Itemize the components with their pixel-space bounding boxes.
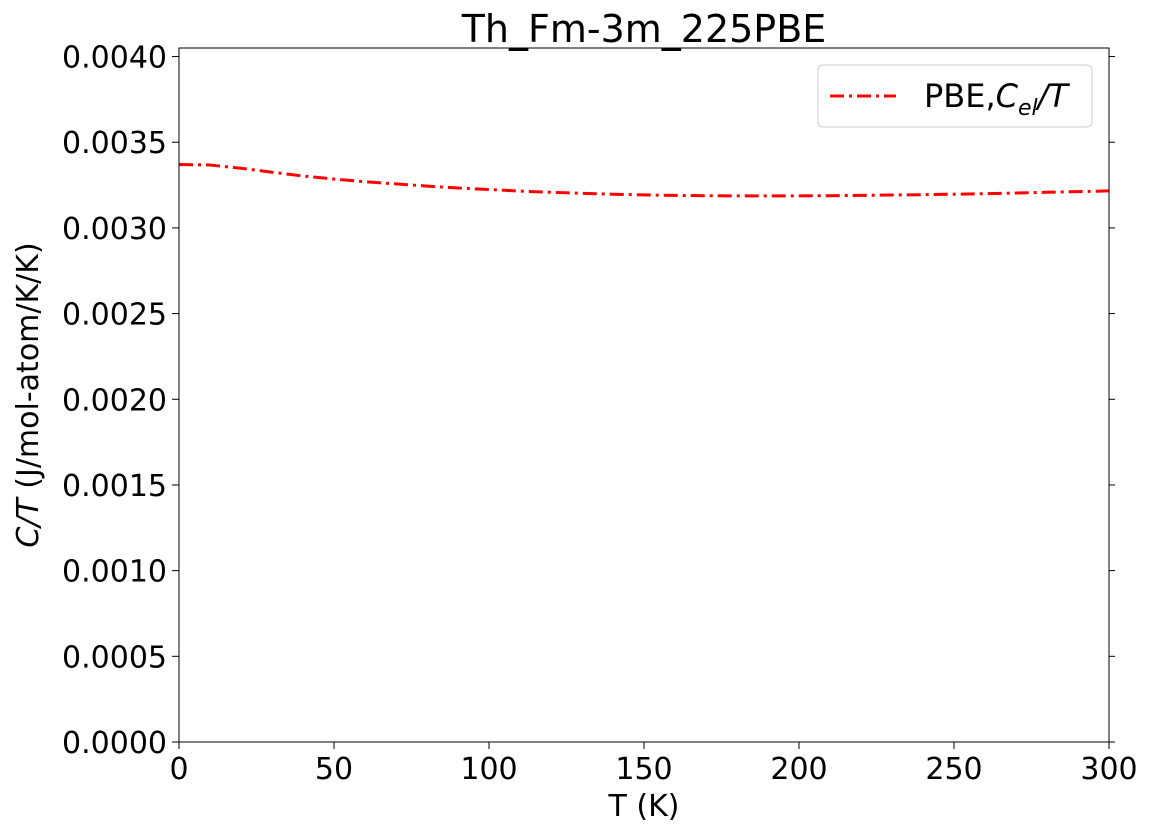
chart-title: Th_Fm-3m_225PBE <box>461 7 827 51</box>
y-axis-title: C/T (J/mol-atom/K/K) <box>11 242 46 547</box>
y-tick-label: 0.0020 <box>62 383 167 418</box>
y-axis-units: (J/mol-atom/K/K) <box>11 242 46 498</box>
x-tick-label: 200 <box>770 752 827 787</box>
plot-frame <box>178 47 1110 743</box>
y-axis-symbol: C/T <box>11 496 46 548</box>
legend-suffix: /T <box>1035 77 1071 115</box>
legend-label: PBE,Cel/T <box>924 77 1070 121</box>
y-tick-label: 0.0040 <box>62 41 167 76</box>
y-tick-label: 0.0005 <box>62 640 167 675</box>
y-tick-label: 0.0010 <box>62 555 167 590</box>
legend: PBE,Cel/T <box>817 64 1093 128</box>
series-line <box>178 163 1110 198</box>
x-tick-label: 300 <box>1080 752 1137 787</box>
x-tick-label: 150 <box>615 752 672 787</box>
y-tick-label: 0.0035 <box>62 126 167 161</box>
x-axis-title: T (K) <box>608 789 680 824</box>
plot-area <box>179 48 1109 742</box>
x-tick-label: 100 <box>460 752 517 787</box>
x-tick-label: 50 <box>315 752 353 787</box>
y-tick-label: 0.0000 <box>62 726 167 761</box>
x-tick-label: 250 <box>925 752 982 787</box>
legend-subscript: el <box>1018 96 1038 121</box>
y-tick-label: 0.0030 <box>62 212 167 247</box>
legend-symbol: C <box>996 77 1019 115</box>
series-layer <box>178 163 1110 198</box>
legend-box <box>817 64 1093 128</box>
y-tick-label: 0.0015 <box>62 469 167 504</box>
x-tick-label: 0 <box>169 752 188 787</box>
y-tick-label: 0.0025 <box>62 298 167 333</box>
ticks: 0 50 100 150 200 250 300 0.0000 0.0005 0.0010 0.00… <box>62 41 1138 787</box>
legend-prefix: PBE, <box>924 77 996 115</box>
